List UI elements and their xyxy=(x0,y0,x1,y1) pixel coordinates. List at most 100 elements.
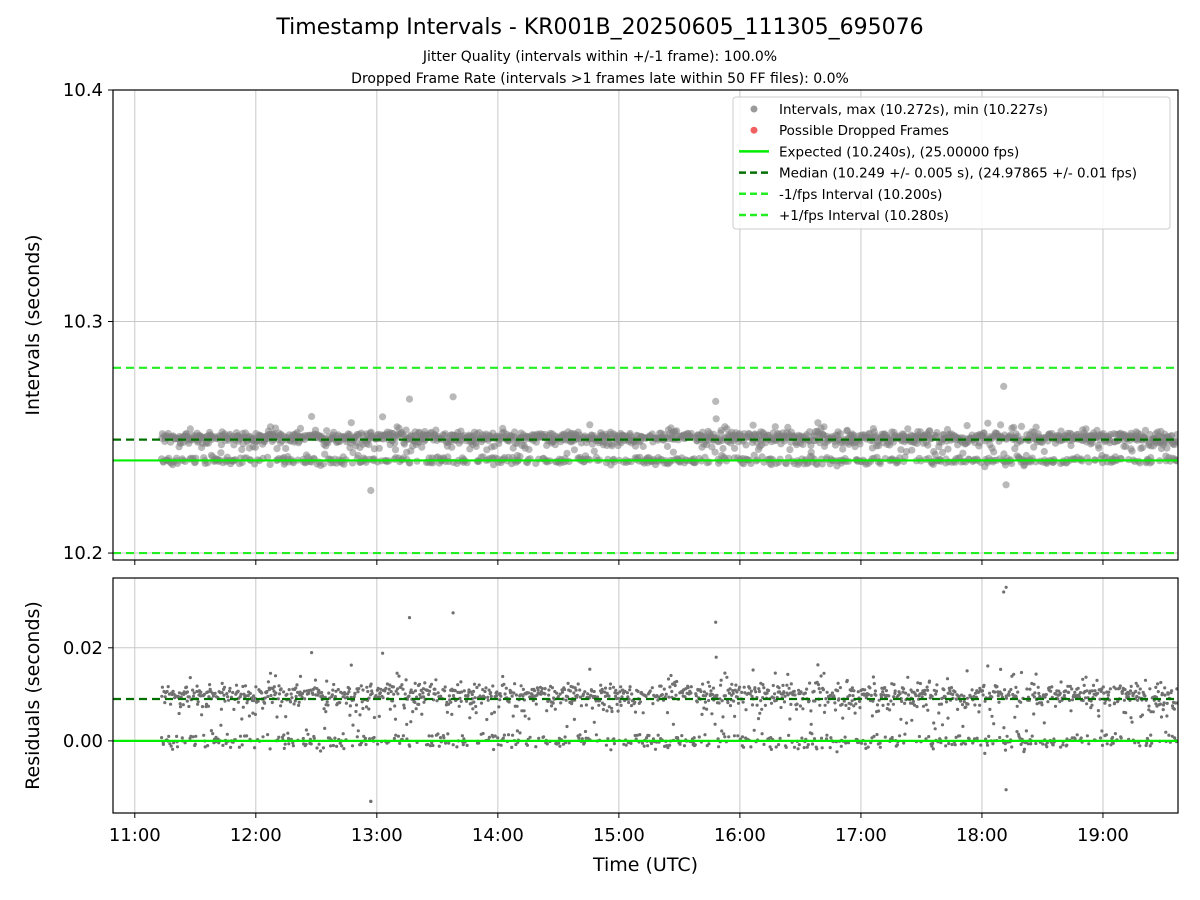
interval-point xyxy=(282,444,290,452)
residual-point xyxy=(921,704,926,708)
residual-point xyxy=(881,690,885,694)
residual-point xyxy=(820,746,824,750)
residual-point xyxy=(177,711,181,716)
intervals-series xyxy=(158,382,1178,495)
residual-point xyxy=(610,709,614,714)
residual-point xyxy=(279,704,283,708)
residual-point xyxy=(719,678,723,682)
residual-point xyxy=(1042,721,1046,725)
residual-point xyxy=(335,744,339,749)
residual-point xyxy=(401,687,405,691)
residual-point xyxy=(707,698,711,703)
residual-point xyxy=(1073,690,1077,694)
residual-point xyxy=(740,735,745,739)
residual-point xyxy=(312,736,316,740)
residual-point xyxy=(377,714,381,719)
residual-point xyxy=(1043,695,1047,699)
residual-point xyxy=(788,717,792,721)
residual-point xyxy=(219,707,223,711)
residual-point xyxy=(447,702,451,706)
residual-point xyxy=(914,694,918,698)
residual-point xyxy=(282,690,286,694)
residual-point xyxy=(1003,748,1008,752)
residual-point xyxy=(709,689,713,693)
residual-point xyxy=(706,680,710,684)
residual-point xyxy=(473,696,477,700)
residual-point xyxy=(325,700,329,704)
residual-point xyxy=(408,744,412,748)
residual-point xyxy=(651,737,656,741)
residual-point xyxy=(409,688,413,692)
residual-point xyxy=(276,697,280,701)
residual-point xyxy=(275,715,279,719)
residual-point xyxy=(248,691,252,696)
residual-point xyxy=(953,690,957,694)
residual-point xyxy=(270,700,274,705)
residual-point xyxy=(720,729,724,733)
residual-point xyxy=(823,703,827,707)
residual-point xyxy=(614,694,618,698)
residual-point xyxy=(496,736,500,740)
residual-point xyxy=(486,695,490,700)
residual-point xyxy=(1062,693,1066,698)
residual-point xyxy=(282,733,286,737)
residual-point xyxy=(825,690,829,694)
residual-point xyxy=(828,746,832,750)
residual-point xyxy=(1030,734,1034,738)
residual-point xyxy=(395,671,399,675)
residual-point xyxy=(537,736,541,741)
residual-point xyxy=(976,690,981,695)
residual-point xyxy=(923,692,927,696)
residual-point xyxy=(285,692,289,696)
residual-point xyxy=(354,709,358,714)
residual-point xyxy=(1028,687,1032,691)
residual-point xyxy=(1105,742,1109,746)
residual-point xyxy=(738,685,742,689)
residual-point xyxy=(430,734,434,738)
residual-point xyxy=(398,741,402,746)
residual-point xyxy=(765,691,769,695)
residual-point xyxy=(588,667,592,671)
residual-point xyxy=(942,688,946,692)
residual-point xyxy=(165,689,169,694)
residual-point xyxy=(714,655,718,659)
interval-point xyxy=(1040,447,1048,456)
x-tick-label: 15:00 xyxy=(593,825,645,846)
residual-point xyxy=(565,724,569,729)
residual-point xyxy=(886,702,890,706)
residual-point xyxy=(474,711,478,715)
residual-point xyxy=(495,690,499,694)
residual-point xyxy=(461,743,465,747)
residual-point xyxy=(1051,743,1055,747)
interval-point xyxy=(449,393,457,401)
residual-point xyxy=(852,704,856,708)
residual-point xyxy=(842,699,846,703)
residual-point xyxy=(760,732,764,736)
residual-point xyxy=(590,689,594,693)
residual-point xyxy=(884,689,889,693)
residual-point xyxy=(418,693,422,697)
residual-point xyxy=(188,676,192,680)
residual-point xyxy=(377,695,381,699)
residual-point xyxy=(178,702,182,706)
interval-point xyxy=(1148,458,1156,466)
residual-point xyxy=(1000,692,1004,696)
residual-point xyxy=(802,746,806,750)
residual-point xyxy=(597,703,601,707)
residual-point xyxy=(355,735,359,739)
residual-point xyxy=(455,745,459,749)
residual-point xyxy=(442,736,446,740)
residual-point xyxy=(1007,690,1011,694)
residual-point xyxy=(319,749,323,753)
residual-point xyxy=(309,688,313,692)
residual-point xyxy=(300,692,305,696)
residual-point xyxy=(1158,702,1163,706)
residual-point xyxy=(227,689,232,693)
interval-point xyxy=(708,443,716,451)
residual-point xyxy=(1002,726,1006,730)
residual-point xyxy=(602,703,606,707)
residual-point xyxy=(795,702,799,706)
residual-point xyxy=(956,707,960,712)
interval-point xyxy=(186,425,194,433)
residual-point xyxy=(1019,700,1023,704)
